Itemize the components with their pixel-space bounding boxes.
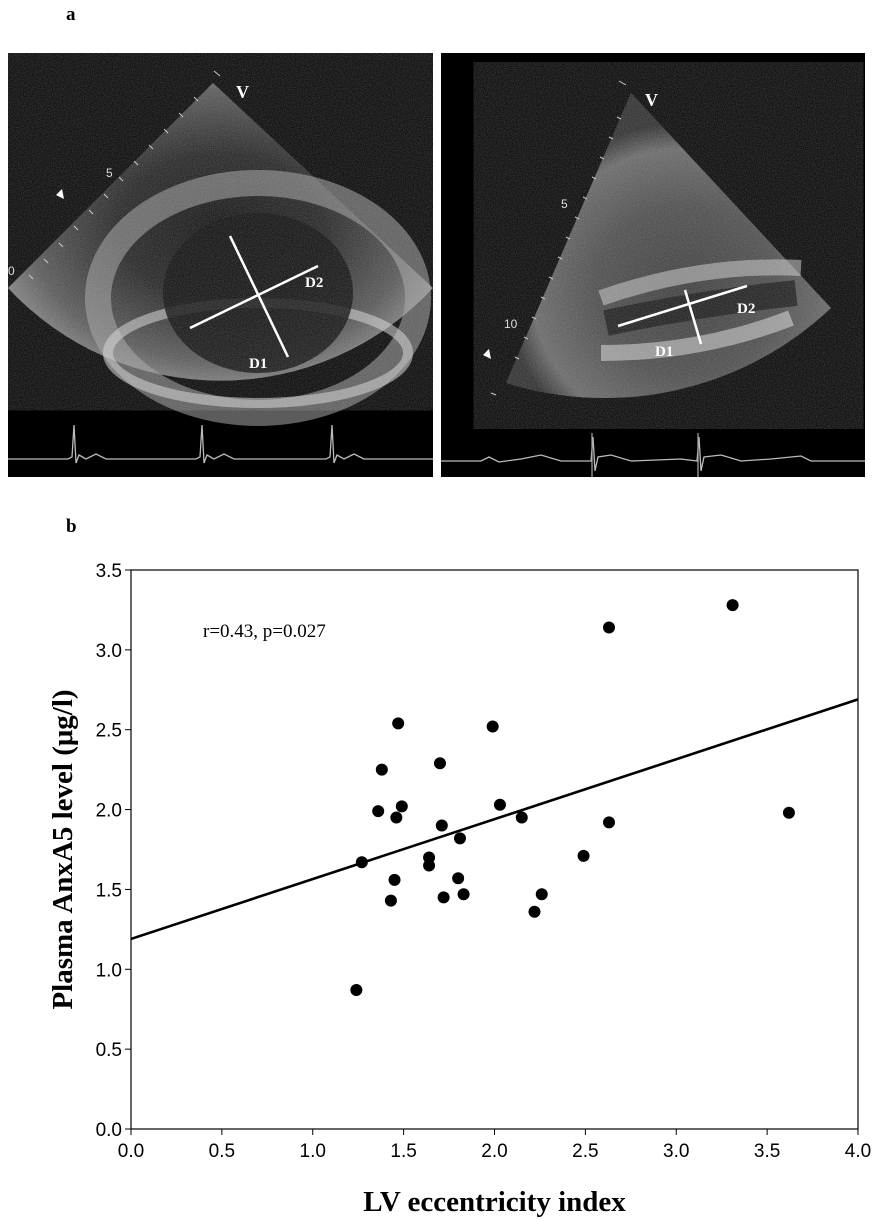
ecg-trace (8, 424, 433, 464)
data-point (433, 757, 446, 770)
x-tick-label: 3.0 (663, 1141, 689, 1162)
data-point (528, 905, 541, 918)
echo-image-right: V 5 10 D1 D2 (441, 53, 865, 477)
y-tick-label: 2.5 (96, 721, 122, 742)
ecg-trace (441, 436, 865, 472)
regression-line (130, 698, 859, 941)
d1-label: D1 (655, 344, 673, 360)
plot-frame (130, 569, 859, 1130)
x-tick-label: 4.0 (845, 1141, 871, 1162)
panel-b-label: b (66, 516, 77, 537)
x-tick-label: 1.0 (300, 1141, 326, 1162)
x-tick-label: 1.5 (390, 1141, 416, 1162)
data-point (457, 888, 470, 901)
d2-label: D2 (305, 275, 323, 291)
y-tick-label: 1.0 (96, 960, 122, 981)
data-point (437, 891, 450, 904)
y-tick-label: 3.5 (96, 561, 122, 582)
data-point (535, 888, 548, 901)
data-point (350, 984, 363, 997)
data-point (452, 872, 465, 885)
x-axis-title: LV eccentricity index (363, 1186, 626, 1218)
d2-label: D2 (737, 301, 755, 317)
data-point (435, 819, 448, 832)
diameter-lines (617, 284, 748, 345)
echo-image-left: V 5 0 D1 D2 (8, 53, 433, 477)
data-point (515, 811, 528, 824)
data-point (493, 798, 506, 811)
data-point (372, 805, 385, 818)
data-point (782, 806, 795, 819)
y-tick-label: 1.5 (96, 880, 122, 901)
y-tick-label: 0.5 (96, 1040, 122, 1061)
d1-label: D1 (249, 356, 267, 372)
x-tick-label: 2.0 (481, 1141, 507, 1162)
data-point (384, 894, 397, 907)
depth-label: 10 (504, 317, 518, 331)
x-tick-label: 3.5 (754, 1141, 780, 1162)
depth-label: 0 (8, 264, 15, 278)
data-point (577, 849, 590, 862)
data-point (375, 763, 388, 776)
diameter-lines (189, 235, 319, 358)
panel-a-label: a (66, 4, 76, 25)
data-point (486, 720, 499, 733)
apex-label: V (645, 90, 658, 110)
data-point (603, 816, 616, 829)
correlation-annotation: r=0.43, p=0.027 (203, 621, 326, 642)
data-point (392, 717, 405, 730)
y-tick-label: 2.0 (96, 801, 122, 822)
x-tick-label: 0.5 (209, 1141, 235, 1162)
apex-label: V (236, 82, 249, 102)
scatter-chart: 0.0 0.5 1.0 1.5 2.0 2.5 3.0 3.5 4.0 0.0 0.5 1.0 1.5 2… (47, 561, 871, 1218)
data-point (453, 832, 466, 845)
data-point (395, 800, 408, 813)
data-point (390, 811, 403, 824)
data-point (388, 873, 401, 886)
x-tick-label: 2.5 (572, 1141, 598, 1162)
y-tick-label: 0.0 (96, 1120, 122, 1141)
depth-label: 5 (106, 166, 113, 180)
data-point (423, 859, 436, 872)
data-point (726, 599, 739, 612)
data-point (355, 856, 368, 869)
x-tick-label: 0.0 (118, 1141, 144, 1162)
data-point (603, 621, 616, 634)
depth-label: 5 (561, 197, 568, 211)
y-tick-label: 3.0 (96, 641, 122, 662)
y-axis-title: Plasma AnxA5 level (μg/l) (47, 689, 79, 1009)
